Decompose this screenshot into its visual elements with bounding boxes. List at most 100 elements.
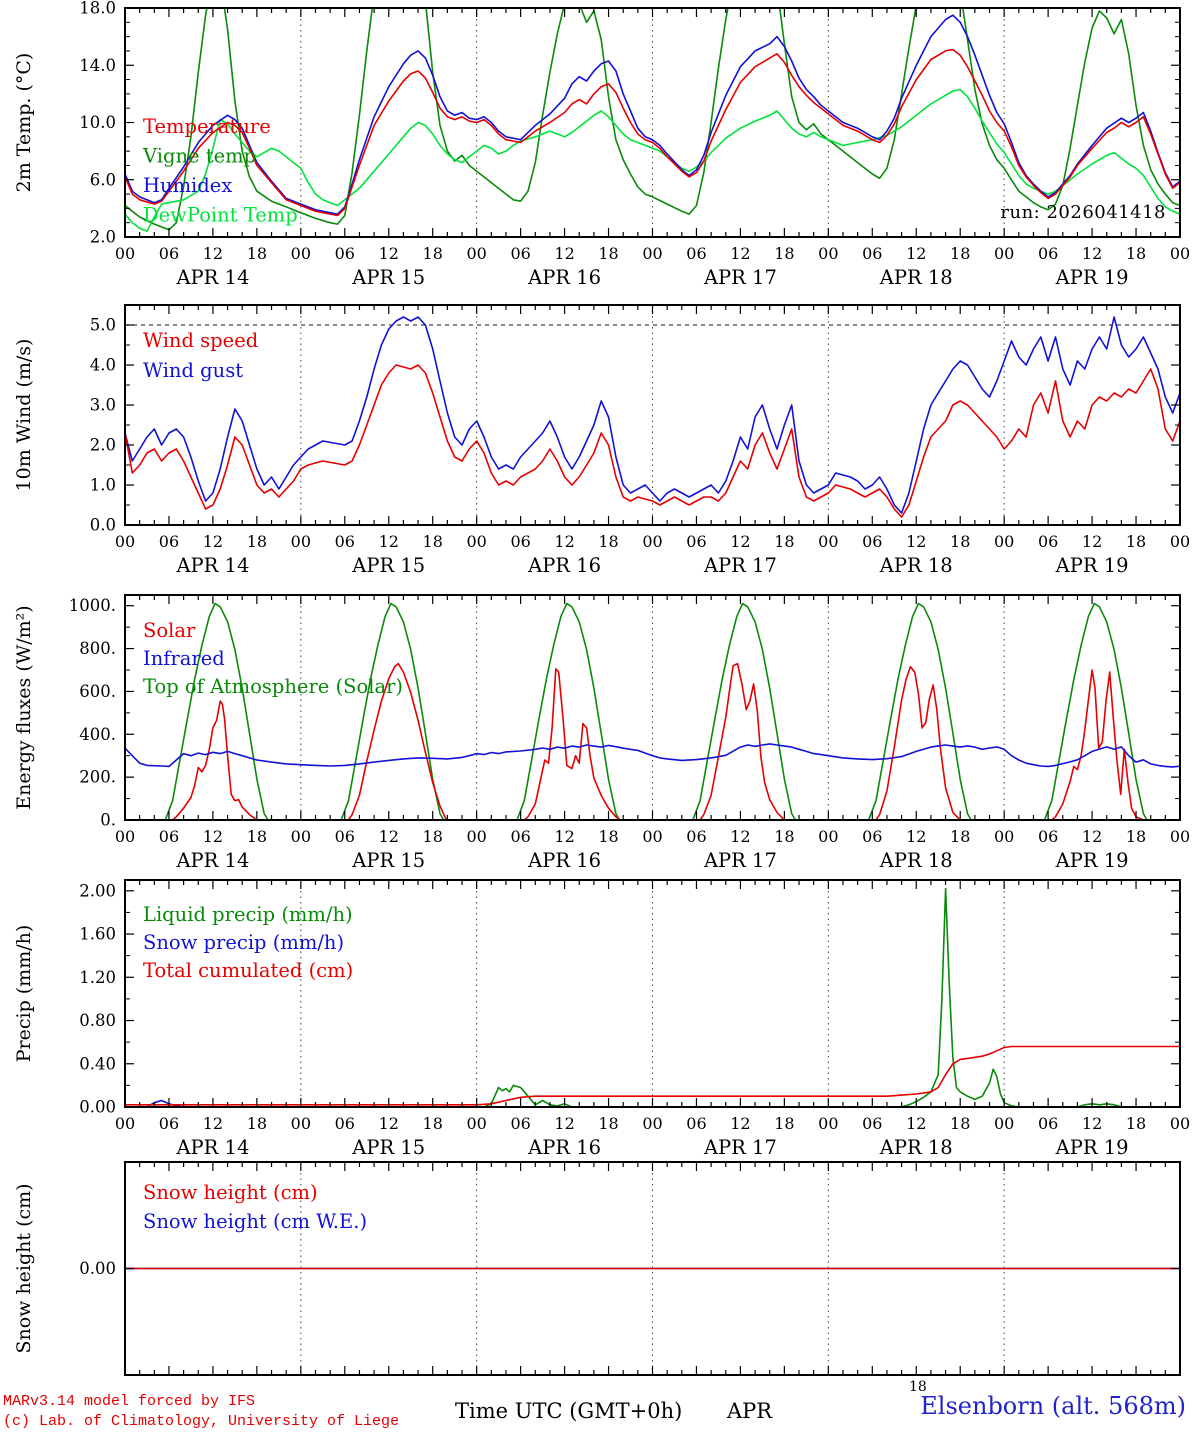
svg-text:12: 12	[730, 827, 750, 846]
svg-text:0.: 0.	[100, 811, 116, 830]
svg-text:1000.: 1000.	[69, 596, 116, 615]
svg-text:5.0: 5.0	[90, 316, 116, 335]
svg-text:18: 18	[774, 244, 794, 263]
svg-text:APR 19: APR 19	[1055, 266, 1129, 289]
svg-text:2.00: 2.00	[79, 881, 116, 900]
svg-text:APR 15: APR 15	[351, 554, 425, 577]
svg-text:12: 12	[554, 532, 574, 551]
svg-text:APR 18: APR 18	[879, 266, 953, 289]
svg-text:18: 18	[774, 532, 794, 551]
svg-text:06: 06	[335, 532, 355, 551]
svg-text:00: 00	[466, 244, 486, 263]
svg-text:Total cumulated (cm): Total cumulated (cm)	[143, 959, 353, 982]
svg-text:18: 18	[950, 1114, 970, 1133]
wind-chart: 0.0 1.0 2.0 3.0 4.0 5.0 00 06 12 18 00 06 12 18 00 06 12…	[13, 304, 1190, 577]
svg-text:0.00: 0.00	[79, 1259, 116, 1278]
svg-text:18: 18	[247, 827, 267, 846]
temperature-chart: 2.0 6.0 10.0 14.0 18.0 00 06 12 18 00 06 12 18 00 06 12…	[13, 0, 1190, 289]
svg-text:06: 06	[686, 244, 706, 263]
svg-text:00: 00	[642, 532, 662, 551]
svg-text:18: 18	[423, 532, 443, 551]
svg-text:00: 00	[994, 827, 1014, 846]
svg-text:DewPoint Temp: DewPoint Temp	[143, 204, 298, 227]
credit-line-2: (c) Lab. of Climatology, University of L…	[3, 1413, 400, 1430]
svg-text:18: 18	[247, 244, 267, 263]
svg-text:00: 00	[291, 1114, 311, 1133]
svg-text:Snow precip (mm/h): Snow precip (mm/h)	[143, 931, 344, 954]
month-label: APR	[727, 1399, 773, 1423]
svg-text:400.: 400.	[79, 725, 116, 744]
svg-text:18: 18	[598, 1114, 618, 1133]
svg-text:06: 06	[510, 827, 530, 846]
svg-text:12: 12	[1082, 827, 1102, 846]
svg-text:APR 16: APR 16	[527, 1136, 601, 1159]
svg-text:0.40: 0.40	[79, 1054, 116, 1073]
svg-text:Wind gust: Wind gust	[143, 359, 243, 382]
credit-line-1: MARv3.14 model forced by IFS	[3, 1393, 256, 1410]
svg-text:12: 12	[203, 532, 223, 551]
stray-hour-tick: 18	[909, 1379, 927, 1395]
svg-text:APR 15: APR 15	[351, 849, 425, 872]
svg-text:APR 14: APR 14	[175, 849, 249, 872]
run-label: run: 2026041418	[1000, 202, 1166, 223]
svg-text:06: 06	[510, 532, 530, 551]
svg-text:18: 18	[774, 827, 794, 846]
svg-text:12: 12	[203, 244, 223, 263]
svg-text:06: 06	[510, 244, 530, 263]
svg-text:APR 19: APR 19	[1055, 1136, 1129, 1159]
svg-text:0.0: 0.0	[90, 516, 116, 535]
svg-text:10m Wind (m/s): 10m Wind (m/s)	[13, 339, 35, 492]
svg-text:14.0: 14.0	[79, 56, 116, 75]
svg-text:00: 00	[291, 827, 311, 846]
svg-text:06: 06	[159, 827, 179, 846]
svg-text:Wind speed: Wind speed	[143, 329, 258, 352]
svg-text:0.00: 0.00	[79, 1098, 116, 1117]
svg-text:06: 06	[686, 1114, 706, 1133]
snow-height-chart: 0.00 Snow height (cm) Snow height (cm W.E.…	[13, 1161, 1181, 1376]
svg-text:06: 06	[1038, 827, 1058, 846]
svg-text:Temperature: Temperature	[143, 115, 271, 138]
svg-text:APR 17: APR 17	[703, 1136, 777, 1159]
svg-text:APR 18: APR 18	[879, 1136, 953, 1159]
svg-text:00: 00	[1170, 827, 1190, 846]
svg-text:6.0: 6.0	[90, 170, 116, 189]
svg-text:600.: 600.	[79, 682, 116, 701]
energy-flux-chart: 0. 200. 400. 600. 800. 1000. 00 06 12 18 00 06 12 18 0…	[13, 594, 1190, 872]
svg-text:APR 18: APR 18	[879, 849, 953, 872]
svg-text:00: 00	[115, 827, 135, 846]
svg-text:Energy fluxes (W/m²): Energy fluxes (W/m²)	[13, 605, 35, 809]
svg-text:Top of Atmosphere (Solar): Top of Atmosphere (Solar)	[143, 675, 403, 698]
svg-text:Snow height (cm): Snow height (cm)	[143, 1181, 318, 1204]
svg-text:18: 18	[774, 1114, 794, 1133]
svg-text:12: 12	[203, 1114, 223, 1133]
svg-text:06: 06	[1038, 244, 1058, 263]
svg-text:APR 19: APR 19	[1055, 554, 1129, 577]
svg-text:00: 00	[466, 532, 486, 551]
svg-text:00: 00	[115, 532, 135, 551]
svg-text:2.0: 2.0	[90, 228, 116, 247]
svg-text:1.20: 1.20	[79, 968, 116, 987]
svg-text:10.0: 10.0	[79, 113, 116, 132]
svg-text:18.0: 18.0	[79, 0, 116, 18]
time-axis-title: Time UTC (GMT+0h)	[455, 1399, 683, 1423]
svg-text:06: 06	[335, 827, 355, 846]
svg-text:06: 06	[159, 1114, 179, 1133]
svg-text:06: 06	[1038, 532, 1058, 551]
svg-text:18: 18	[1126, 827, 1146, 846]
svg-text:00: 00	[115, 1114, 135, 1133]
svg-text:06: 06	[686, 532, 706, 551]
svg-text:18: 18	[1126, 244, 1146, 263]
precip-chart: 0.00 0.40 0.80 1.20 1.60 2.00 00 06 12 18 00 06 12 18…	[13, 879, 1190, 1159]
svg-text:00: 00	[642, 1114, 662, 1133]
svg-text:00: 00	[466, 1114, 486, 1133]
svg-text:00: 00	[818, 827, 838, 846]
svg-text:4.0: 4.0	[90, 356, 116, 375]
svg-text:00: 00	[115, 244, 135, 263]
svg-text:18: 18	[423, 244, 443, 263]
svg-text:18: 18	[598, 532, 618, 551]
svg-text:12: 12	[379, 1114, 399, 1133]
svg-text:12: 12	[906, 1114, 926, 1133]
svg-text:1.60: 1.60	[79, 925, 116, 944]
svg-text:APR 18: APR 18	[879, 554, 953, 577]
